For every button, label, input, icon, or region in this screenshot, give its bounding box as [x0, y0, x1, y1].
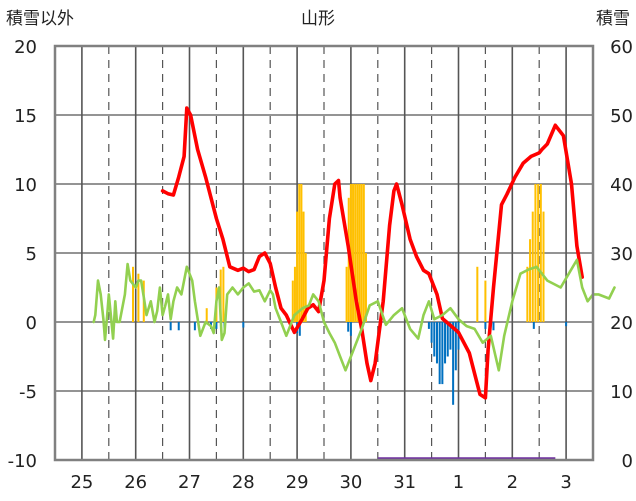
- snowfall-bar: [137, 273, 140, 322]
- precip-bar: [242, 322, 245, 328]
- chart-title: 山形: [301, 9, 335, 29]
- line-series: [92, 106, 616, 400]
- left-tick-label: -5: [19, 382, 37, 403]
- snowfall-bar: [362, 184, 365, 322]
- precip-bar: [449, 322, 452, 350]
- snowfall-bar: [291, 280, 294, 322]
- right-axis-label: 積雪: [596, 9, 630, 29]
- snowfall-bar: [358, 184, 361, 322]
- precip-bar: [427, 322, 430, 329]
- snowfall-bar: [534, 184, 537, 322]
- left-tick-label: 20: [14, 37, 37, 58]
- left-tick-label: 0: [26, 313, 37, 334]
- grid-lines: [55, 46, 593, 460]
- right-tick-label: 50: [610, 106, 633, 127]
- snowfall-bar: [360, 184, 363, 322]
- snowfall-bar: [304, 253, 307, 322]
- right-tick-label: 20: [610, 313, 633, 334]
- snowfall-bar: [529, 239, 532, 322]
- snowfall-bar: [345, 266, 348, 322]
- precip-bar: [532, 322, 535, 329]
- x-tick-label: 31: [393, 472, 416, 493]
- right-tick-label: 0: [622, 451, 633, 472]
- precip-bar: [298, 322, 301, 336]
- x-tick-label: 30: [339, 472, 362, 493]
- right-tick-label: 60: [610, 37, 633, 58]
- precip-bar: [565, 322, 568, 327]
- right-tick-label: 30: [610, 244, 633, 265]
- snowfall-bar: [537, 184, 540, 322]
- x-tick-label: 29: [286, 472, 309, 493]
- snowfall-bar: [302, 211, 305, 322]
- left-tick-label: 5: [26, 244, 37, 265]
- snowfall-bar: [293, 266, 296, 322]
- precip-bar: [193, 322, 196, 331]
- precip-bar: [484, 322, 487, 329]
- precip-bar: [169, 322, 172, 331]
- x-tick-label: 1: [453, 472, 464, 493]
- right-tick-label: 10: [610, 382, 633, 403]
- precip-bar: [438, 322, 441, 385]
- snowfall-bar: [298, 184, 301, 322]
- snowfall-bar: [539, 184, 542, 322]
- snowfall-bar: [484, 280, 487, 322]
- snowfall-bar: [364, 253, 367, 322]
- precip-bar: [349, 322, 352, 336]
- precip-bar: [177, 322, 180, 331]
- x-tick-label: 26: [124, 472, 147, 493]
- plot-frame: [53, 44, 595, 462]
- precip-bar: [454, 322, 457, 371]
- snowfall-bar: [354, 184, 357, 322]
- precip-bar: [430, 322, 433, 343]
- snowfall-bar: [132, 266, 135, 322]
- snowfall-bar: [526, 266, 529, 322]
- x-tick-label: 2: [507, 472, 518, 493]
- precip-bar: [492, 322, 495, 331]
- left-tick-label: -10: [8, 451, 37, 472]
- precip-bar: [452, 322, 455, 405]
- snowfall-bar: [476, 266, 479, 322]
- snowfall-bar: [300, 184, 303, 322]
- precip-bar: [444, 322, 447, 364]
- snowfall-bar: [356, 184, 359, 322]
- snow-depth-bar: [377, 457, 556, 460]
- precip-bar: [435, 322, 438, 364]
- left-tick-label: 10: [14, 175, 37, 196]
- snowfall-bar: [542, 211, 545, 322]
- x-tick-label: 3: [560, 472, 571, 493]
- x-tick-label: 27: [178, 472, 201, 493]
- x-tick-label: 25: [70, 472, 93, 493]
- right-tick-label: 40: [610, 175, 633, 196]
- snowfall-bar: [296, 211, 299, 322]
- precip-bar: [215, 322, 218, 329]
- precip-bar: [433, 322, 436, 357]
- left-axis-label: 積雪以外: [6, 9, 74, 29]
- snowfall-bar: [352, 184, 355, 322]
- left-tick-label: 15: [14, 106, 37, 127]
- snowfall-bar: [222, 266, 225, 322]
- precip-bar: [347, 322, 350, 332]
- x-tick-label: 28: [232, 472, 255, 493]
- precip-bar: [441, 322, 444, 385]
- precip-bar: [446, 322, 449, 357]
- green-line: [92, 258, 616, 372]
- snowfall-bar: [205, 308, 208, 322]
